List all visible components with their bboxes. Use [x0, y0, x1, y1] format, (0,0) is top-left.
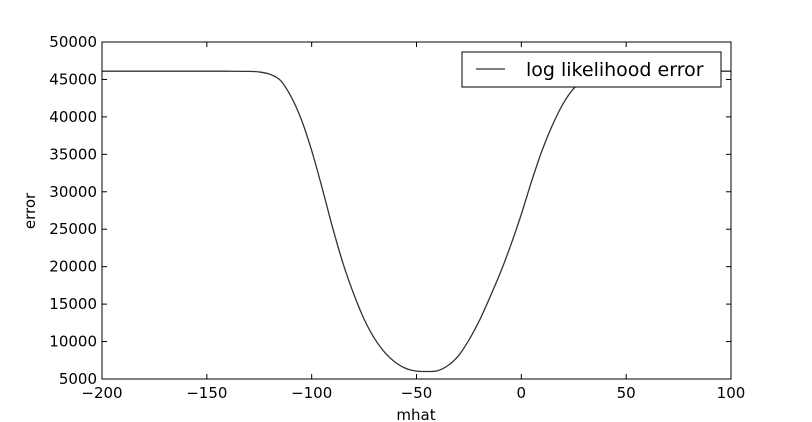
y-tick-label: 30000 — [49, 183, 97, 201]
legend-box — [461, 51, 722, 88]
y-tick-label: 40000 — [49, 108, 97, 126]
y-tick-label: 20000 — [49, 258, 97, 276]
plot-background — [102, 42, 731, 379]
legend: log likelihood error — [461, 51, 722, 88]
x-axis-label: mhat — [396, 406, 435, 422]
y-tick-label: 45000 — [49, 70, 97, 88]
x-tick-label: −50 — [401, 384, 433, 402]
y-axis-label: error — [21, 192, 39, 229]
tick-label-layer: −200 −150 −100 −50 0 50 100 5000 10000 15000 20000… — [49, 33, 745, 402]
y-tick-label: 35000 — [49, 145, 97, 163]
y-tick-label: 25000 — [49, 220, 97, 238]
y-tick-label: 50000 — [49, 33, 97, 51]
y-tick-label: 15000 — [49, 295, 97, 313]
y-tick-label: 5000 — [59, 370, 97, 388]
legend-entry-label: log likelihood error — [526, 59, 704, 81]
tick-layer — [101, 41, 732, 380]
y-tick-label: 10000 — [49, 333, 97, 351]
x-tick-label: −100 — [291, 384, 332, 402]
x-tick-label: 100 — [717, 384, 746, 402]
x-tick-label: 50 — [617, 384, 636, 402]
x-tick-label: 0 — [517, 384, 527, 402]
x-tick-label: −150 — [186, 384, 227, 402]
x-tick-label: −200 — [81, 384, 122, 402]
